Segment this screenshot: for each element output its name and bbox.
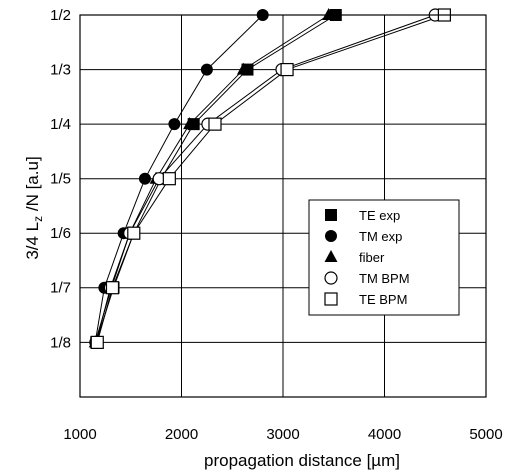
legend-label-tm-bpm: TM BPM [359,271,410,286]
data-point-te-bpm [127,226,141,240]
y-tick-label: 1/3 [50,62,71,79]
y-axis-label-subscript: z [31,216,45,222]
data-point-fiber [236,62,250,75]
legend-label-tm-exp: TM exp [359,229,402,244]
legend-marker-te-exp [325,209,337,221]
data-point-te-exp [187,118,200,131]
x-tick-label: 3000 [266,426,299,443]
data-point-tm-exp [168,118,181,131]
data-point-fiber [183,117,197,130]
y-tick-label: 1/2 [50,7,71,24]
legend-marker-fiber [324,250,338,262]
legend: TE exp TM exp fiber TM BPM TE BPM [308,199,460,316]
x-tick-label: 5000 [469,426,502,443]
y-tick-labels: 1/2 1/3 1/4 1/5 1/6 1/7 1/8 [50,7,71,351]
data-point-te-exp [241,63,254,76]
y-tick-label: 1/5 [50,171,71,188]
x-tick-label: 2000 [165,426,198,443]
x-tick-label: 4000 [368,426,401,443]
legend-label-fiber: fiber [359,250,385,265]
plot-frame [79,14,487,398]
legend-label-te-bpm: TE BPM [359,292,407,307]
y-tick-label: 1/7 [50,280,71,297]
data-point-tm-exp [200,63,213,76]
legend-marker-te-bpm [324,292,338,306]
y-axis-label: 3/4 Lz /N [a.u] [23,156,45,259]
y-tick-label: 1/4 [50,116,71,133]
x-tick-labels: 1000 2000 3000 4000 5000 [63,426,502,443]
data-point-fiber [322,8,336,20]
x-tick-label: 1000 [63,426,96,443]
legend-marker-tm-bpm [324,271,338,285]
data-point-te-bpm [208,117,222,131]
y-tick-label: 1/6 [50,225,71,242]
data-point-te-bpm [162,172,176,186]
y-axis-label-tail: /N [a.u] [23,156,42,216]
y-axis-label-main: 3/4 L [23,222,42,260]
data-point-te-bpm [280,62,294,77]
y-tick-label: 1/8 [50,334,71,351]
data-point-te-bpm [105,281,120,295]
data-point-te-bpm [90,335,104,349]
legend-marker-tm-exp [325,230,337,242]
x-axis-label: propagation distance [µm] [204,451,400,470]
data-point-tm-exp [138,172,151,185]
legend-label-te-exp: TE exp [359,208,400,223]
